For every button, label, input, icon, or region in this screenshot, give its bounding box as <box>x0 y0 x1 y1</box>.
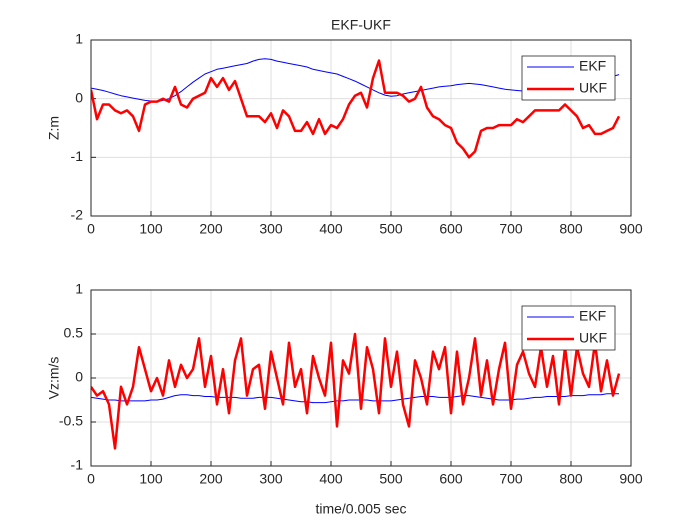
legend-label: EKF <box>579 58 606 74</box>
x-tick-label: 400 <box>319 471 343 487</box>
data-line <box>91 393 619 404</box>
x-tick-label: 800 <box>559 471 583 487</box>
axes-box <box>90 39 632 217</box>
x-tick-label: 300 <box>259 221 283 237</box>
x-tick-label: 100 <box>139 221 163 237</box>
x-tick-label: 500 <box>379 471 403 487</box>
x-tick-label: 700 <box>499 221 523 237</box>
x-tick-label: 400 <box>319 221 343 237</box>
x-tick-label: 600 <box>439 221 463 237</box>
y-tick-label: 0 <box>75 89 83 105</box>
data-line <box>91 332 621 450</box>
y-axis-label: Vz:m/s <box>46 357 62 400</box>
y-tick-label: -1 <box>71 457 84 473</box>
x-tick-label: 100 <box>139 471 163 487</box>
x-tick-label: 0 <box>87 221 95 237</box>
y-tick-label: 1 <box>75 31 83 47</box>
y-axis-label: Z:m <box>46 116 62 140</box>
legend-label: UKF <box>579 330 607 346</box>
legend-label: UKF <box>579 80 607 96</box>
x-tick-label: 900 <box>619 221 643 237</box>
x-tick-label: 200 <box>199 221 223 237</box>
y-tick-label: 0.5 <box>64 325 84 341</box>
x-axis-label: time/0.005 sec <box>315 501 406 517</box>
axes-box <box>90 289 632 467</box>
x-tick-label: 600 <box>439 471 463 487</box>
x-tick-label: 800 <box>559 221 583 237</box>
legend-box <box>521 55 616 101</box>
x-tick-label: 700 <box>499 471 523 487</box>
legend-box <box>521 305 616 351</box>
chart-title: EKF-UKF <box>331 17 391 33</box>
x-tick-label: 0 <box>87 471 95 487</box>
y-tick-label: -2 <box>71 207 84 223</box>
data-line <box>91 59 621 159</box>
x-tick-label: 200 <box>199 471 223 487</box>
y-tick-label: -1 <box>71 148 84 164</box>
y-tick-label: 1 <box>75 281 83 297</box>
x-tick-label: 900 <box>619 471 643 487</box>
x-tick-label: 500 <box>379 221 403 237</box>
y-tick-label: 0 <box>75 369 83 385</box>
y-tick-label: -0.5 <box>59 413 83 429</box>
x-tick-label: 300 <box>259 471 283 487</box>
legend-label: EKF <box>579 308 606 324</box>
